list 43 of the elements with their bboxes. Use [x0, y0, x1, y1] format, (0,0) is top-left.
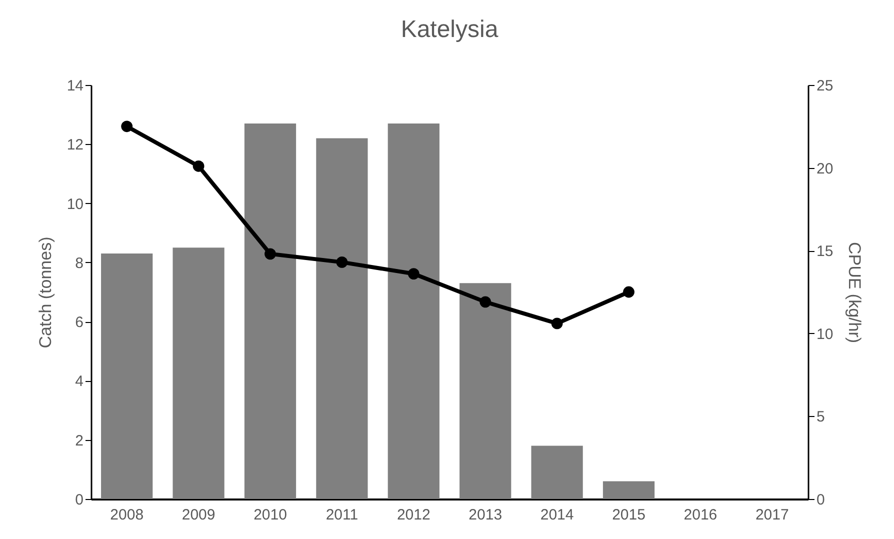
- x-tick-label: 2009: [182, 506, 216, 524]
- y2-tick-label: 10: [816, 326, 834, 343]
- bar: [316, 138, 368, 499]
- y-tick-label: 2: [75, 432, 84, 450]
- point: [480, 296, 492, 308]
- point: [336, 256, 348, 268]
- bar: [602, 481, 655, 499]
- bar: [244, 123, 296, 499]
- y-tick-label: 6: [75, 314, 84, 332]
- x-tick-label: 2016: [684, 506, 718, 524]
- x-tick-label: 2014: [540, 506, 574, 524]
- y-tick-label: 8: [75, 254, 84, 272]
- bar: [531, 446, 583, 499]
- x-tick-label: 2015: [612, 506, 646, 524]
- chart-title: Katelysia: [400, 16, 499, 43]
- y-axis-title: Catch (tonnes): [36, 236, 55, 348]
- y2-tick-label: 15: [816, 243, 834, 260]
- x-tick-label: 2008: [110, 506, 144, 524]
- point: [192, 160, 204, 172]
- y2-tick-label: 25: [816, 78, 834, 94]
- point: [551, 318, 563, 330]
- bar: [388, 123, 440, 499]
- y2-axis-title: CPUE (kg/hr): [845, 242, 864, 344]
- point: [121, 120, 133, 132]
- x-tick-label: 2013: [468, 506, 502, 524]
- y-tick-label: 14: [66, 78, 84, 94]
- x-tick-label: 2017: [755, 506, 789, 524]
- x-tick-label: 2011: [326, 506, 358, 524]
- bar: [172, 248, 224, 499]
- point: [623, 286, 634, 298]
- bar: [101, 254, 153, 499]
- y-tick-label: 4: [75, 373, 84, 390]
- bar: [460, 283, 512, 499]
- y-tick-label: 0: [75, 492, 84, 508]
- point: [264, 248, 276, 260]
- y2-tick-label: 20: [816, 160, 834, 178]
- y-tick-label: 12: [66, 136, 84, 154]
- y-tick-label: 10: [66, 196, 84, 213]
- point: [408, 268, 420, 280]
- x-tick-label: 2012: [396, 506, 430, 524]
- y2-tick-label: 0: [816, 492, 825, 508]
- x-tick-label: 2010: [254, 506, 287, 524]
- y2-tick-label: 5: [816, 408, 825, 426]
